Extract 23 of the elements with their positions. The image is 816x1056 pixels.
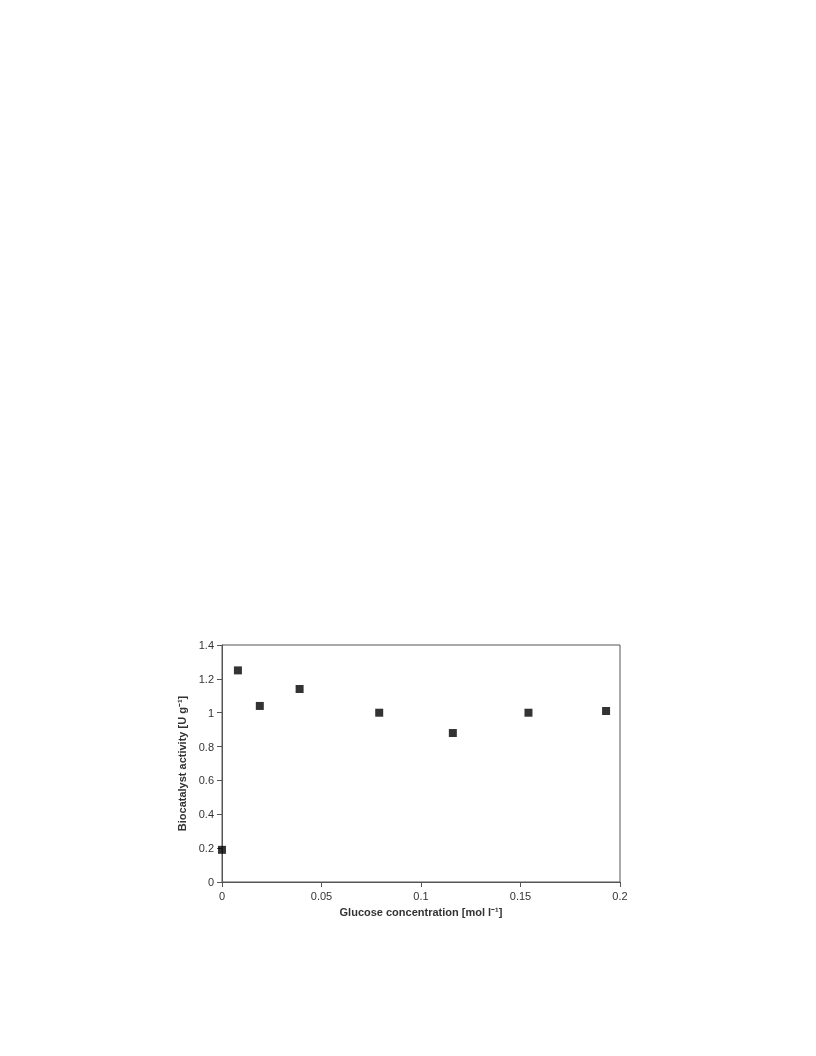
y-tick-label: 0.4 <box>198 808 214 821</box>
point <box>375 708 384 717</box>
point <box>218 845 226 854</box>
x-tick-label: 0.05 <box>310 889 333 902</box>
y-tick-label: 0.6 <box>198 774 214 787</box>
x-tick-label: 0.2 <box>612 889 628 902</box>
x-tick-label: 0.15 <box>509 889 532 902</box>
y-tick-label: 1.2 <box>198 672 214 685</box>
y-tick-label: 1 <box>207 706 214 719</box>
point <box>524 708 533 717</box>
y-tick-label: 0 <box>207 876 214 888</box>
x-tick-label: 0.1 <box>413 889 429 902</box>
y-tick-label: 1.4 <box>198 639 214 651</box>
y-tick-label: 0.8 <box>198 740 214 753</box>
x-tick-label: 0 <box>218 889 226 902</box>
point <box>255 701 264 710</box>
y-tick-label: 0.2 <box>198 842 214 855</box>
x-axis-title: Glucose concentration [mol l⁻¹] <box>339 905 503 918</box>
point <box>602 707 611 716</box>
point <box>295 685 304 694</box>
point <box>448 729 457 738</box>
point <box>233 666 242 675</box>
y-axis-title: Biocatalyst activity [U g⁻¹] <box>176 695 189 832</box>
